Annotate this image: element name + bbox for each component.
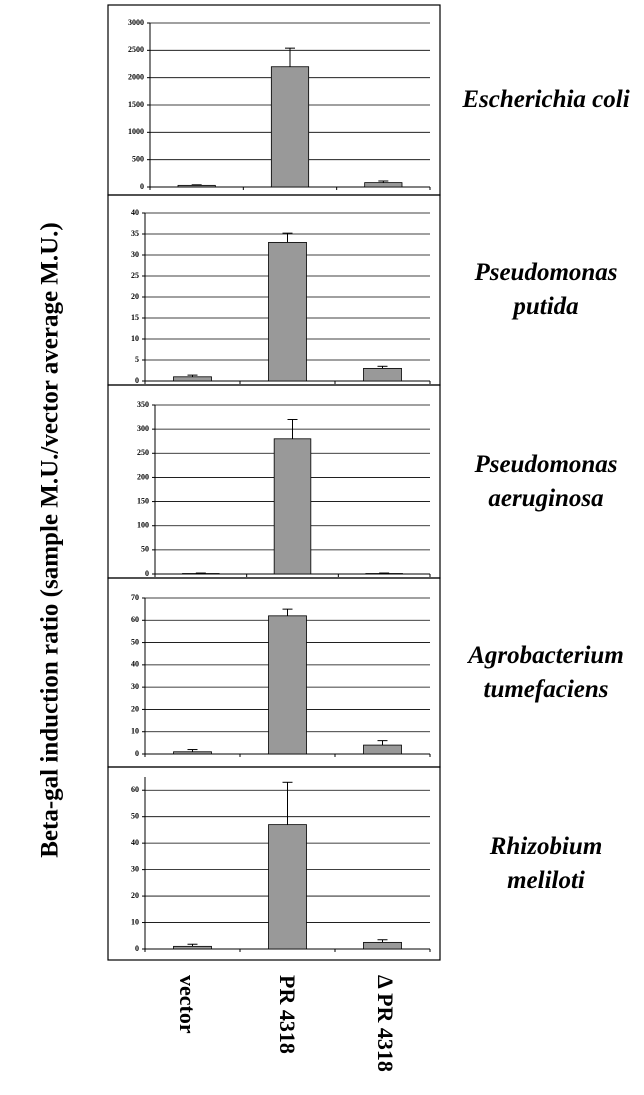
y-tick-label: 50 xyxy=(131,812,139,821)
bar xyxy=(268,824,307,950)
y-tick-label: 0 xyxy=(135,376,139,385)
y-tick-label: 10 xyxy=(131,917,139,926)
bar xyxy=(273,438,312,575)
bar xyxy=(268,241,307,382)
y-tick-label: 0 xyxy=(140,182,144,191)
x-category-label: Δ PR 4318 xyxy=(373,975,398,1072)
y-tick-label: 0 xyxy=(135,749,139,758)
y-tick-label: 30 xyxy=(131,864,139,873)
y-tick-label: 250 xyxy=(137,448,149,457)
bar xyxy=(363,367,402,382)
y-tick-label: 40 xyxy=(131,660,139,669)
bar xyxy=(363,744,402,755)
y-tick-label: 20 xyxy=(131,292,139,301)
y-tick-label: 3000 xyxy=(128,18,144,27)
panel-title: Rhizobium meliloti xyxy=(489,832,603,894)
y-tick-label: 0 xyxy=(145,569,149,578)
y-axis-label: Beta-gal induction ratio (sample M.U./ve… xyxy=(37,222,64,858)
y-tick-label: 350 xyxy=(137,400,149,409)
y-tick-label: 30 xyxy=(131,250,139,259)
x-category-label: vector xyxy=(175,975,200,1034)
y-tick-label: 1500 xyxy=(128,100,144,109)
y-tick-label: 300 xyxy=(137,424,149,433)
bar xyxy=(364,182,403,188)
panel-title: Pseudomonas putida xyxy=(474,259,618,320)
panel-title: Escherichia coli xyxy=(462,86,630,113)
y-tick-label: 35 xyxy=(131,229,139,238)
y-tick-label: 40 xyxy=(131,208,139,217)
y-tick-label: 70 xyxy=(131,593,139,602)
y-tick-label: 40 xyxy=(131,838,139,847)
y-tick-label: 100 xyxy=(137,521,149,530)
y-tick-label: 25 xyxy=(131,271,139,280)
y-tick-label: 20 xyxy=(131,704,139,713)
y-tick-label: 2000 xyxy=(128,72,144,81)
y-tick-label: 50 xyxy=(141,545,149,554)
panel-title: Pseudomonas aeruginosa xyxy=(474,450,618,512)
y-tick-label: 20 xyxy=(131,891,139,900)
bar xyxy=(268,615,307,755)
y-tick-label: 60 xyxy=(131,615,139,624)
y-tick-label: 10 xyxy=(131,334,139,343)
y-tick-label: 60 xyxy=(131,785,139,794)
y-tick-label: 200 xyxy=(137,472,149,481)
y-tick-label: 30 xyxy=(131,682,139,691)
y-tick-label: 0 xyxy=(135,944,139,953)
x-category-label: PR 4318 xyxy=(275,975,300,1054)
bar xyxy=(270,66,310,188)
bar xyxy=(173,945,212,950)
bar xyxy=(173,751,212,755)
bar xyxy=(363,941,402,950)
y-tick-label: 50 xyxy=(131,637,139,646)
panel-frame xyxy=(107,766,441,961)
bar xyxy=(173,376,212,382)
y-tick-label: 10 xyxy=(131,727,139,736)
y-tick-label: 150 xyxy=(137,496,149,505)
panel-title: Agrobacterium tumefaciens xyxy=(468,641,624,703)
y-tick-label: 15 xyxy=(131,313,139,322)
y-tick-label: 1000 xyxy=(128,127,144,136)
bar xyxy=(177,184,216,188)
y-tick-label: 2500 xyxy=(128,45,144,54)
y-tick-label: 5 xyxy=(135,355,139,364)
y-tick-label: 500 xyxy=(132,154,144,163)
